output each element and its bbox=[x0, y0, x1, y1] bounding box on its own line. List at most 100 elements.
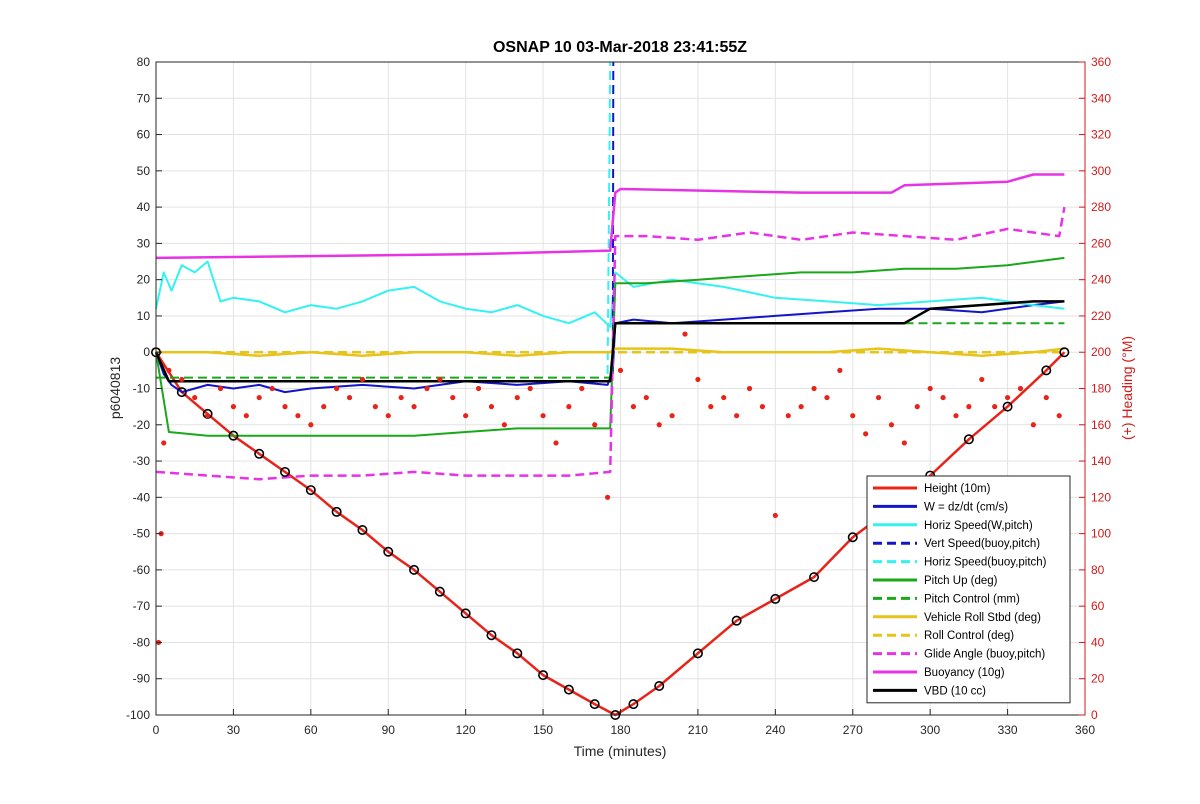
height-marker bbox=[357, 524, 368, 535]
y-axis-label: p6040813 bbox=[107, 357, 123, 420]
y-tick-label: 70 bbox=[137, 91, 151, 105]
y2-tick-label: 20 bbox=[1091, 672, 1105, 686]
y2-tick-label: 60 bbox=[1091, 599, 1105, 613]
y2-tick-label: 40 bbox=[1091, 635, 1105, 649]
x-axis-label: Time (minutes) bbox=[574, 743, 667, 759]
heading-point bbox=[385, 413, 391, 419]
heading-point bbox=[282, 404, 288, 410]
heading-point bbox=[824, 394, 830, 401]
heading-point bbox=[166, 367, 172, 373]
heading-point bbox=[346, 394, 353, 401]
y-tick-label: -50 bbox=[133, 527, 151, 541]
heading-point bbox=[334, 385, 340, 392]
height-marker bbox=[383, 546, 394, 557]
y2-tick-label: 160 bbox=[1091, 418, 1111, 432]
y2-tick-label: 320 bbox=[1091, 128, 1111, 142]
heading-point bbox=[785, 413, 791, 419]
heading-point bbox=[901, 440, 907, 446]
legend-label: Buoyancy (10g) bbox=[924, 667, 1005, 679]
heading-point bbox=[617, 367, 624, 373]
y2-tick-label: 140 bbox=[1091, 454, 1111, 468]
x-tick-label: 300 bbox=[920, 723, 940, 737]
heading-point bbox=[643, 394, 649, 401]
legend-label: Horiz Speed(buoy,pitch) bbox=[924, 557, 1047, 569]
heading-point bbox=[669, 413, 675, 419]
heading-point bbox=[553, 440, 559, 446]
x-tick-label: 270 bbox=[843, 723, 863, 737]
heading-point bbox=[527, 385, 533, 392]
chart-title: OSNAP 10 03-Mar-2018 23:41:55Z bbox=[493, 39, 747, 56]
legend-label: Vehicle Roll Stbd (deg) bbox=[924, 612, 1041, 624]
height-marker bbox=[1041, 365, 1052, 376]
legend-label: Glide Angle (buoy,pitch) bbox=[924, 649, 1045, 661]
heading-point bbox=[566, 404, 572, 410]
heading-point bbox=[308, 422, 314, 428]
heading-point bbox=[1017, 385, 1024, 392]
height-marker bbox=[963, 434, 974, 445]
heading-point bbox=[411, 404, 417, 410]
heading-point bbox=[604, 494, 611, 500]
heading-point bbox=[850, 413, 856, 419]
x-tick-label: 90 bbox=[382, 723, 396, 737]
heading-point bbox=[798, 404, 804, 410]
y2-tick-label: 100 bbox=[1091, 527, 1111, 541]
heading-point bbox=[721, 394, 727, 401]
heading-point bbox=[359, 376, 366, 383]
heading-point bbox=[192, 394, 198, 401]
y2-tick-label: 360 bbox=[1091, 55, 1111, 69]
heading-point bbox=[161, 440, 167, 446]
y2-tick-label: 80 bbox=[1091, 563, 1105, 577]
y-tick-label: 80 bbox=[137, 55, 151, 69]
legend-label: VBD (10 cc) bbox=[924, 685, 986, 697]
height-marker bbox=[809, 572, 820, 583]
y-tick-label: 30 bbox=[137, 236, 151, 250]
heading-point bbox=[450, 394, 456, 401]
axes: 0 30 60 90 120 150 180 210 240 270 300 330 360-100-9… bbox=[126, 55, 1111, 737]
series-line-pitch-up-deg bbox=[155, 256, 1065, 437]
heading-point bbox=[914, 404, 920, 410]
x-tick-label: 0 bbox=[153, 723, 160, 737]
height-marker bbox=[409, 564, 420, 575]
heading-point bbox=[863, 431, 869, 437]
legend-label: Pitch Up (deg) bbox=[924, 575, 998, 587]
height-marker bbox=[538, 670, 549, 681]
heading-point bbox=[437, 376, 443, 383]
heading-point bbox=[463, 413, 469, 419]
heading-point bbox=[398, 394, 404, 401]
y2-tick-label: 0 bbox=[1091, 708, 1098, 722]
heading-point bbox=[875, 394, 882, 401]
height-marker bbox=[331, 506, 342, 517]
y2-tick-label: 340 bbox=[1091, 91, 1111, 105]
height-marker bbox=[628, 699, 639, 710]
heading-point bbox=[811, 385, 817, 392]
x-tick-label: 60 bbox=[304, 723, 318, 737]
y-tick-label: -20 bbox=[133, 418, 151, 432]
height-marker bbox=[460, 608, 471, 619]
series-line-glide-angle-buoy-pitch bbox=[155, 206, 1066, 481]
heading-point bbox=[321, 404, 327, 410]
heading-point bbox=[953, 413, 959, 419]
height-marker bbox=[1002, 401, 1013, 412]
heading-point bbox=[424, 385, 430, 392]
heading-point bbox=[243, 413, 249, 419]
height-marker bbox=[434, 586, 445, 597]
y2-tick-label: 220 bbox=[1091, 309, 1111, 323]
y-tick-label: 50 bbox=[137, 164, 151, 178]
height-marker bbox=[176, 387, 187, 398]
height-marker bbox=[1059, 347, 1070, 358]
x-tick-label: 360 bbox=[1075, 723, 1095, 737]
legend-box bbox=[866, 475, 1071, 704]
heading-point bbox=[540, 413, 546, 419]
y-tick-label: -60 bbox=[133, 563, 151, 577]
heading-point bbox=[940, 394, 946, 401]
y2-tick-label: 260 bbox=[1091, 236, 1111, 250]
x-tick-label: 240 bbox=[765, 723, 785, 737]
heading-point bbox=[514, 394, 520, 401]
heading-point bbox=[1043, 394, 1049, 401]
height-marker bbox=[486, 630, 497, 641]
heading-point bbox=[592, 422, 598, 428]
heading-point bbox=[888, 422, 895, 428]
y-tick-label: -40 bbox=[133, 490, 151, 504]
heading-point bbox=[927, 385, 933, 392]
